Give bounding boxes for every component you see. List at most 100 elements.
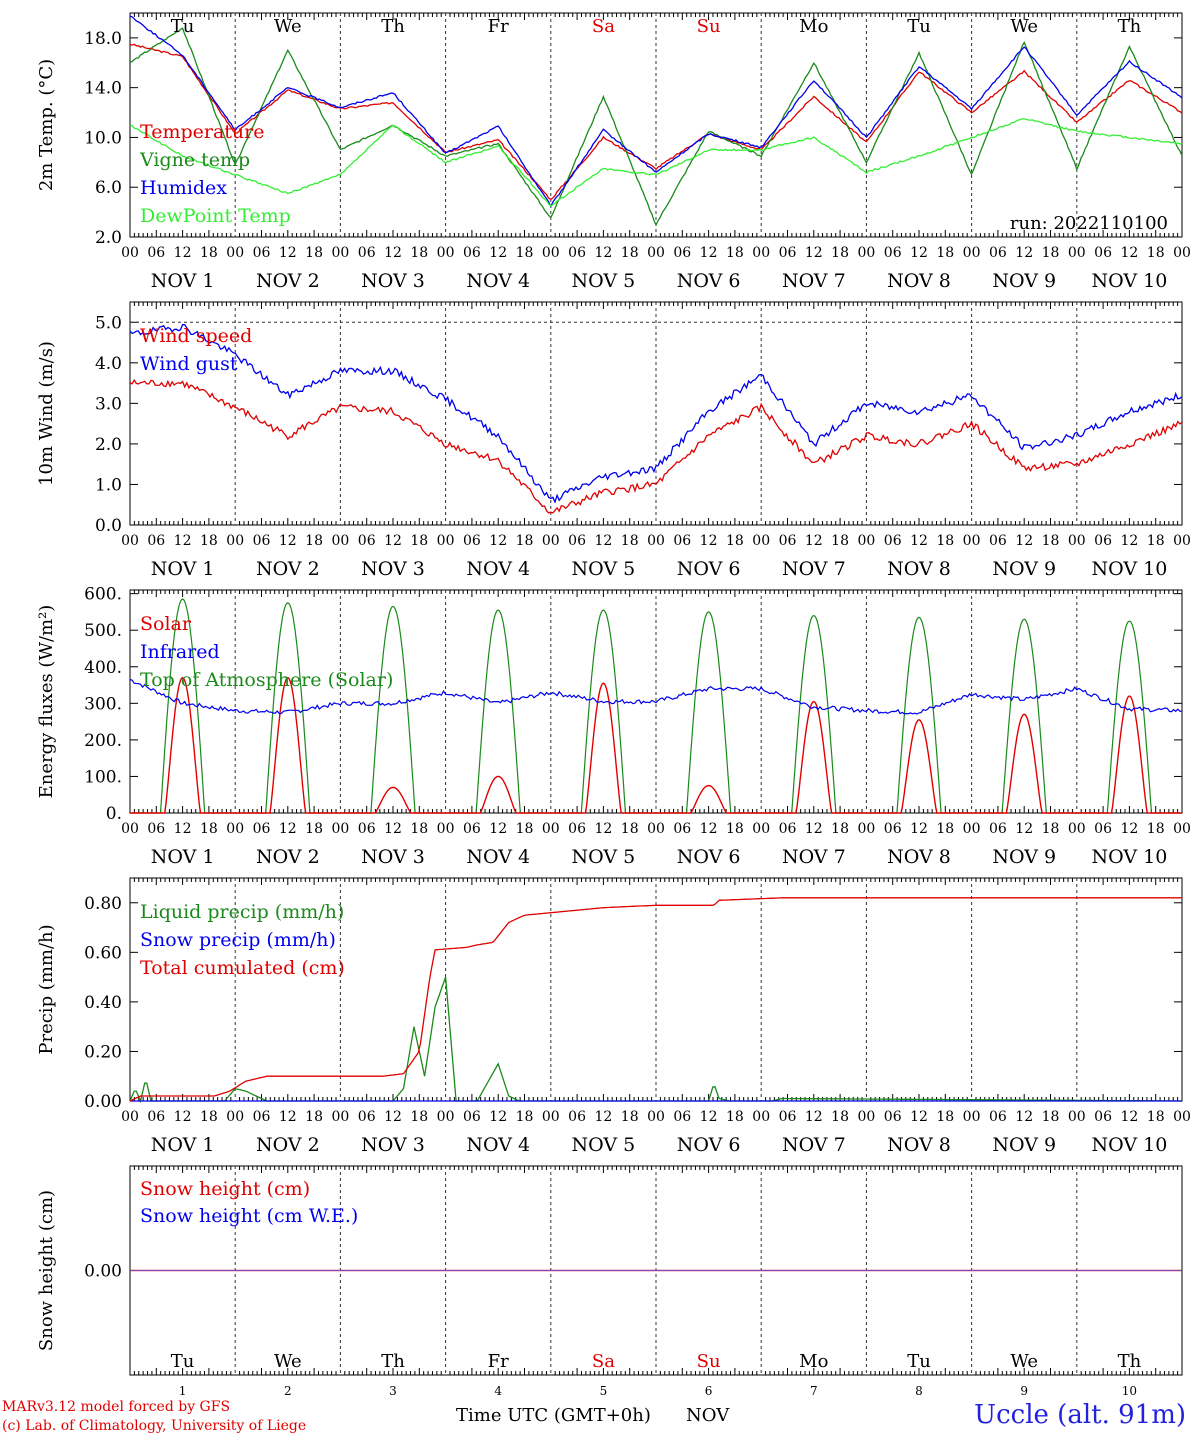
hour-label: 06 bbox=[568, 821, 586, 837]
hour-label: 18 bbox=[1147, 1109, 1165, 1125]
weekday-label: We bbox=[1010, 16, 1038, 37]
panel-frame bbox=[129, 589, 1183, 814]
panel-2 bbox=[129, 301, 1183, 526]
hour-label: 12 bbox=[279, 245, 297, 261]
y-axis-title: Precip (mm/h) bbox=[36, 924, 57, 1054]
hour-label: 18 bbox=[831, 533, 849, 549]
hour-label: 18 bbox=[831, 1109, 849, 1125]
hour-label: 12 bbox=[489, 821, 507, 837]
hour-label: 12 bbox=[279, 821, 297, 837]
hour-label: 00 bbox=[963, 245, 981, 261]
date-label: NOV 6 bbox=[677, 558, 741, 580]
hour-label: 18 bbox=[305, 245, 323, 261]
hour-label: 00 bbox=[647, 821, 665, 837]
hour-label: 06 bbox=[463, 245, 481, 261]
hour-label: 18 bbox=[410, 821, 428, 837]
y-axis-title: Snow height (cm) bbox=[36, 1190, 57, 1351]
hour-label: 00 bbox=[121, 821, 139, 837]
hour-label: 18 bbox=[831, 245, 849, 261]
y-tick-label: 0.80 bbox=[84, 894, 122, 914]
hour-label: 00 bbox=[121, 245, 139, 261]
hour-label: 06 bbox=[884, 533, 902, 549]
hour-label: 18 bbox=[1147, 533, 1165, 549]
panel-4 bbox=[129, 877, 1183, 1104]
panel-frame bbox=[129, 301, 1183, 526]
weekday-label: Tu bbox=[171, 1351, 195, 1372]
hour-label: 06 bbox=[147, 245, 165, 261]
hour-label: 12 bbox=[489, 245, 507, 261]
hour-label: 12 bbox=[174, 533, 192, 549]
date-label: NOV 10 bbox=[1091, 846, 1167, 868]
weekday-label: We bbox=[274, 16, 302, 37]
hour-label: 12 bbox=[489, 1109, 507, 1125]
hour-label: 18 bbox=[516, 821, 534, 837]
date-label: NOV 8 bbox=[887, 558, 951, 580]
hour-label: 18 bbox=[726, 1109, 744, 1125]
date-label: NOV 2 bbox=[256, 270, 320, 292]
date-label: NOV 9 bbox=[992, 846, 1056, 868]
hour-label: 06 bbox=[673, 1109, 691, 1125]
date-label: NOV 5 bbox=[572, 270, 636, 292]
hour-label: 12 bbox=[1120, 1109, 1138, 1125]
toa-solar-line bbox=[445, 609, 551, 814]
y-tick-label: 2.0 bbox=[95, 435, 122, 455]
series-line-3 bbox=[129, 15, 1183, 209]
y-tick-label: 10.0 bbox=[84, 128, 122, 148]
hour-label: 18 bbox=[516, 245, 534, 261]
toa-solar-line bbox=[761, 614, 867, 814]
hour-label: 00 bbox=[1068, 245, 1086, 261]
hour-label: 12 bbox=[700, 821, 718, 837]
date-label: NOV 6 bbox=[677, 846, 741, 868]
y-tick-label: 4.0 bbox=[95, 354, 122, 374]
hour-label: 18 bbox=[516, 533, 534, 549]
legend-entry: Wind gust bbox=[140, 353, 238, 375]
series-line-4 bbox=[129, 118, 1183, 208]
hour-label: 18 bbox=[831, 821, 849, 837]
date-label: NOV 7 bbox=[782, 846, 846, 868]
time-axis-label: Time UTC (GMT+0h) bbox=[456, 1405, 651, 1426]
hour-label: 00 bbox=[437, 1109, 455, 1125]
solar-line bbox=[235, 676, 341, 814]
y-tick-label: 0.00 bbox=[84, 1092, 122, 1112]
weekday-label: Fr bbox=[488, 16, 509, 37]
y-tick-label: 0.0 bbox=[95, 516, 122, 536]
hour-label: 00 bbox=[1068, 533, 1086, 549]
panel-5 bbox=[129, 1165, 1183, 1376]
hour-label: 00 bbox=[226, 533, 244, 549]
date-label: NOV 7 bbox=[782, 558, 846, 580]
hour-label: 00 bbox=[437, 245, 455, 261]
date-label: NOV 2 bbox=[256, 1134, 320, 1156]
date-label: NOV 6 bbox=[677, 1134, 741, 1156]
solar-line bbox=[656, 784, 762, 814]
hour-label: 06 bbox=[463, 821, 481, 837]
y-tick-label: 0. bbox=[106, 804, 122, 824]
legend-entry: Total cumulated (cm) bbox=[140, 957, 345, 979]
legend-entry: Humidex bbox=[140, 177, 227, 199]
hour-label: 12 bbox=[174, 821, 192, 837]
hour-label: 00 bbox=[752, 821, 770, 837]
date-label: NOV 5 bbox=[572, 1134, 636, 1156]
hour-label: 12 bbox=[594, 533, 612, 549]
series-line-1 bbox=[129, 378, 1183, 514]
hour-label: 00 bbox=[226, 1109, 244, 1125]
hour-label: 00 bbox=[1173, 245, 1191, 261]
toa-solar-line bbox=[235, 602, 341, 814]
hour-label: 06 bbox=[1094, 821, 1112, 837]
hour-label: 00 bbox=[542, 245, 560, 261]
date-label: NOV 10 bbox=[1091, 270, 1167, 292]
solar-line bbox=[130, 676, 236, 814]
hour-label: 06 bbox=[568, 533, 586, 549]
day-number-label: 2 bbox=[284, 1384, 292, 1398]
solar-line bbox=[1076, 695, 1182, 814]
hour-label: 12 bbox=[279, 533, 297, 549]
hour-label: 06 bbox=[884, 1109, 902, 1125]
hour-label: 00 bbox=[331, 821, 349, 837]
weekday-label: Th bbox=[381, 16, 405, 37]
legend-entry: Snow height (cm) bbox=[140, 1178, 310, 1200]
weekday-label: Tu bbox=[907, 1351, 931, 1372]
hour-label: 18 bbox=[726, 821, 744, 837]
solar-line bbox=[761, 700, 867, 814]
weekday-label: Tu bbox=[171, 16, 195, 37]
hour-label: 18 bbox=[410, 1109, 428, 1125]
solar-line bbox=[445, 775, 551, 814]
